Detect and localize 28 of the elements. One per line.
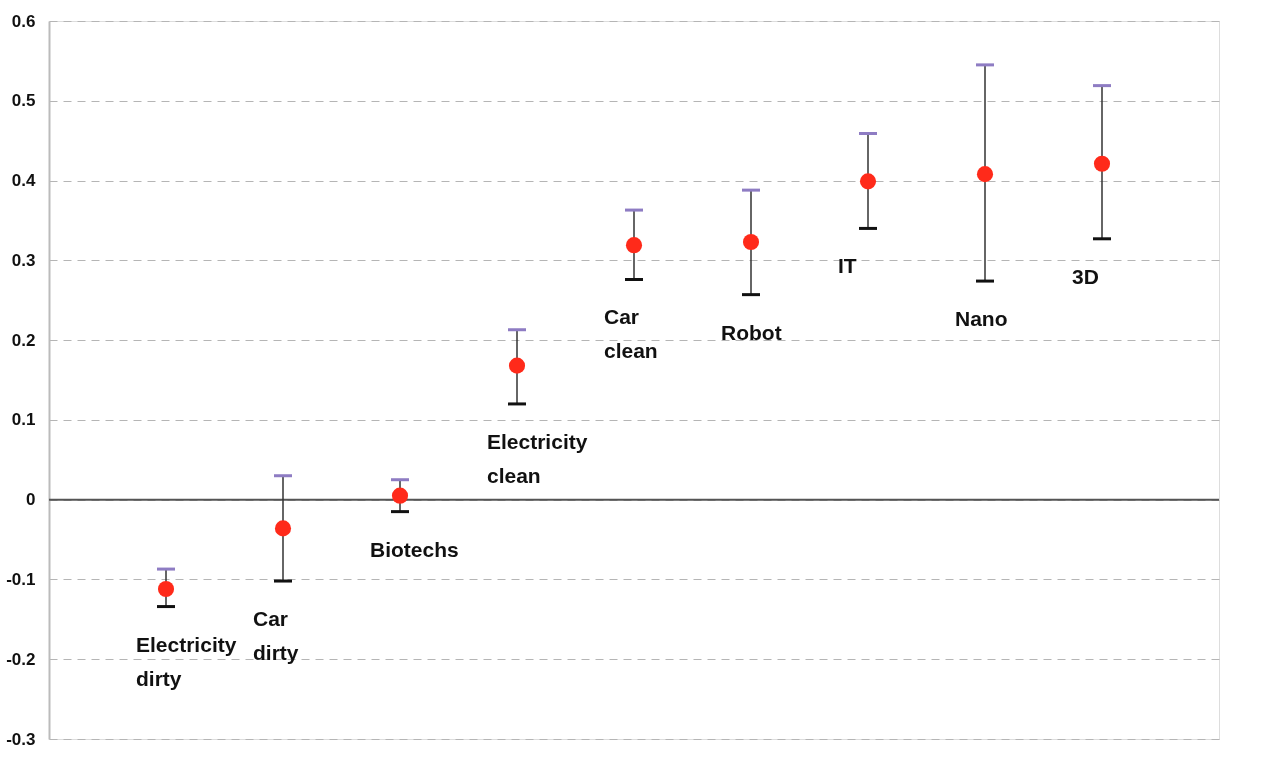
point <box>625 237 643 254</box>
point <box>742 233 760 251</box>
point <box>508 357 526 374</box>
y-tick-label: -0.2 <box>6 649 36 669</box>
point <box>1093 155 1111 172</box>
point <box>157 580 175 598</box>
y-tick-label: 0.6 <box>11 11 36 31</box>
x-tick-label: Electricity clean <box>487 429 588 487</box>
x-tick-label: Electricity dirty <box>136 632 237 690</box>
point <box>976 166 994 183</box>
y-tick-label: 0.5 <box>11 91 36 111</box>
y-tick-label: -0.3 <box>6 729 36 749</box>
point <box>274 520 292 537</box>
x-tick-label: Biotechs <box>370 537 459 561</box>
x-tick-label: Robot <box>721 320 782 344</box>
x-tick-label: Car clean <box>604 305 658 363</box>
x-tick-label: IT <box>838 254 857 278</box>
y-tick-label: -0.1 <box>6 569 36 589</box>
x-tick-label: 3D <box>1072 264 1099 288</box>
y-tick-label: 0 <box>26 490 36 510</box>
x-tick-label: Nano <box>955 307 1008 331</box>
y-tick-label: 0.3 <box>11 250 36 270</box>
y-tick-label: 0.4 <box>11 171 37 191</box>
point <box>391 487 409 504</box>
x-tick-label: Car dirty <box>253 607 299 665</box>
y-tick-label: 0.2 <box>11 330 36 350</box>
y-tick-label: 0.1 <box>11 410 36 430</box>
point <box>859 173 877 190</box>
